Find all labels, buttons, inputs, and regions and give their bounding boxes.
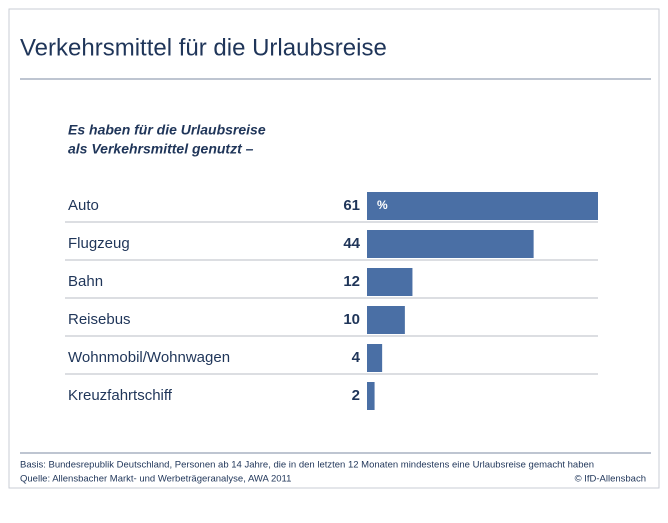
bar — [367, 344, 383, 372]
bar — [367, 230, 534, 258]
value-label: 61 — [343, 197, 360, 214]
value-label: 2 — [352, 387, 360, 404]
category-label: Bahn — [68, 273, 103, 290]
chart-title: Verkehrsmittel für die Urlaubsreise — [20, 34, 387, 61]
value-label: 12 — [343, 273, 360, 290]
bar — [367, 382, 375, 410]
value-label: 4 — [352, 349, 361, 366]
value-label: 10 — [343, 311, 360, 328]
subtitle: Es haben für die Urlaubsreise — [68, 122, 266, 138]
subtitle: als Verkehrsmittel genutzt – — [68, 141, 254, 157]
credit: © IfD-Allensbach — [575, 474, 646, 485]
category-label: Reisebus — [68, 311, 131, 328]
bar — [367, 306, 405, 334]
category-label: Flugzeug — [68, 235, 130, 252]
category-label: Auto — [68, 197, 99, 214]
value-label: 44 — [343, 235, 360, 252]
category-label: Kreuzfahrtschiff — [68, 387, 173, 404]
category-label: Wohnmobil/Wohnwagen — [68, 349, 230, 366]
bar — [367, 192, 598, 220]
bar — [367, 268, 413, 296]
footnote: Basis: Bundesrepublik Deutschland, Perso… — [20, 460, 594, 471]
footnote: Quelle: Allensbacher Markt- und Werbeträ… — [20, 474, 291, 485]
frame — [8, 8, 660, 489]
unit-label: % — [377, 198, 388, 212]
